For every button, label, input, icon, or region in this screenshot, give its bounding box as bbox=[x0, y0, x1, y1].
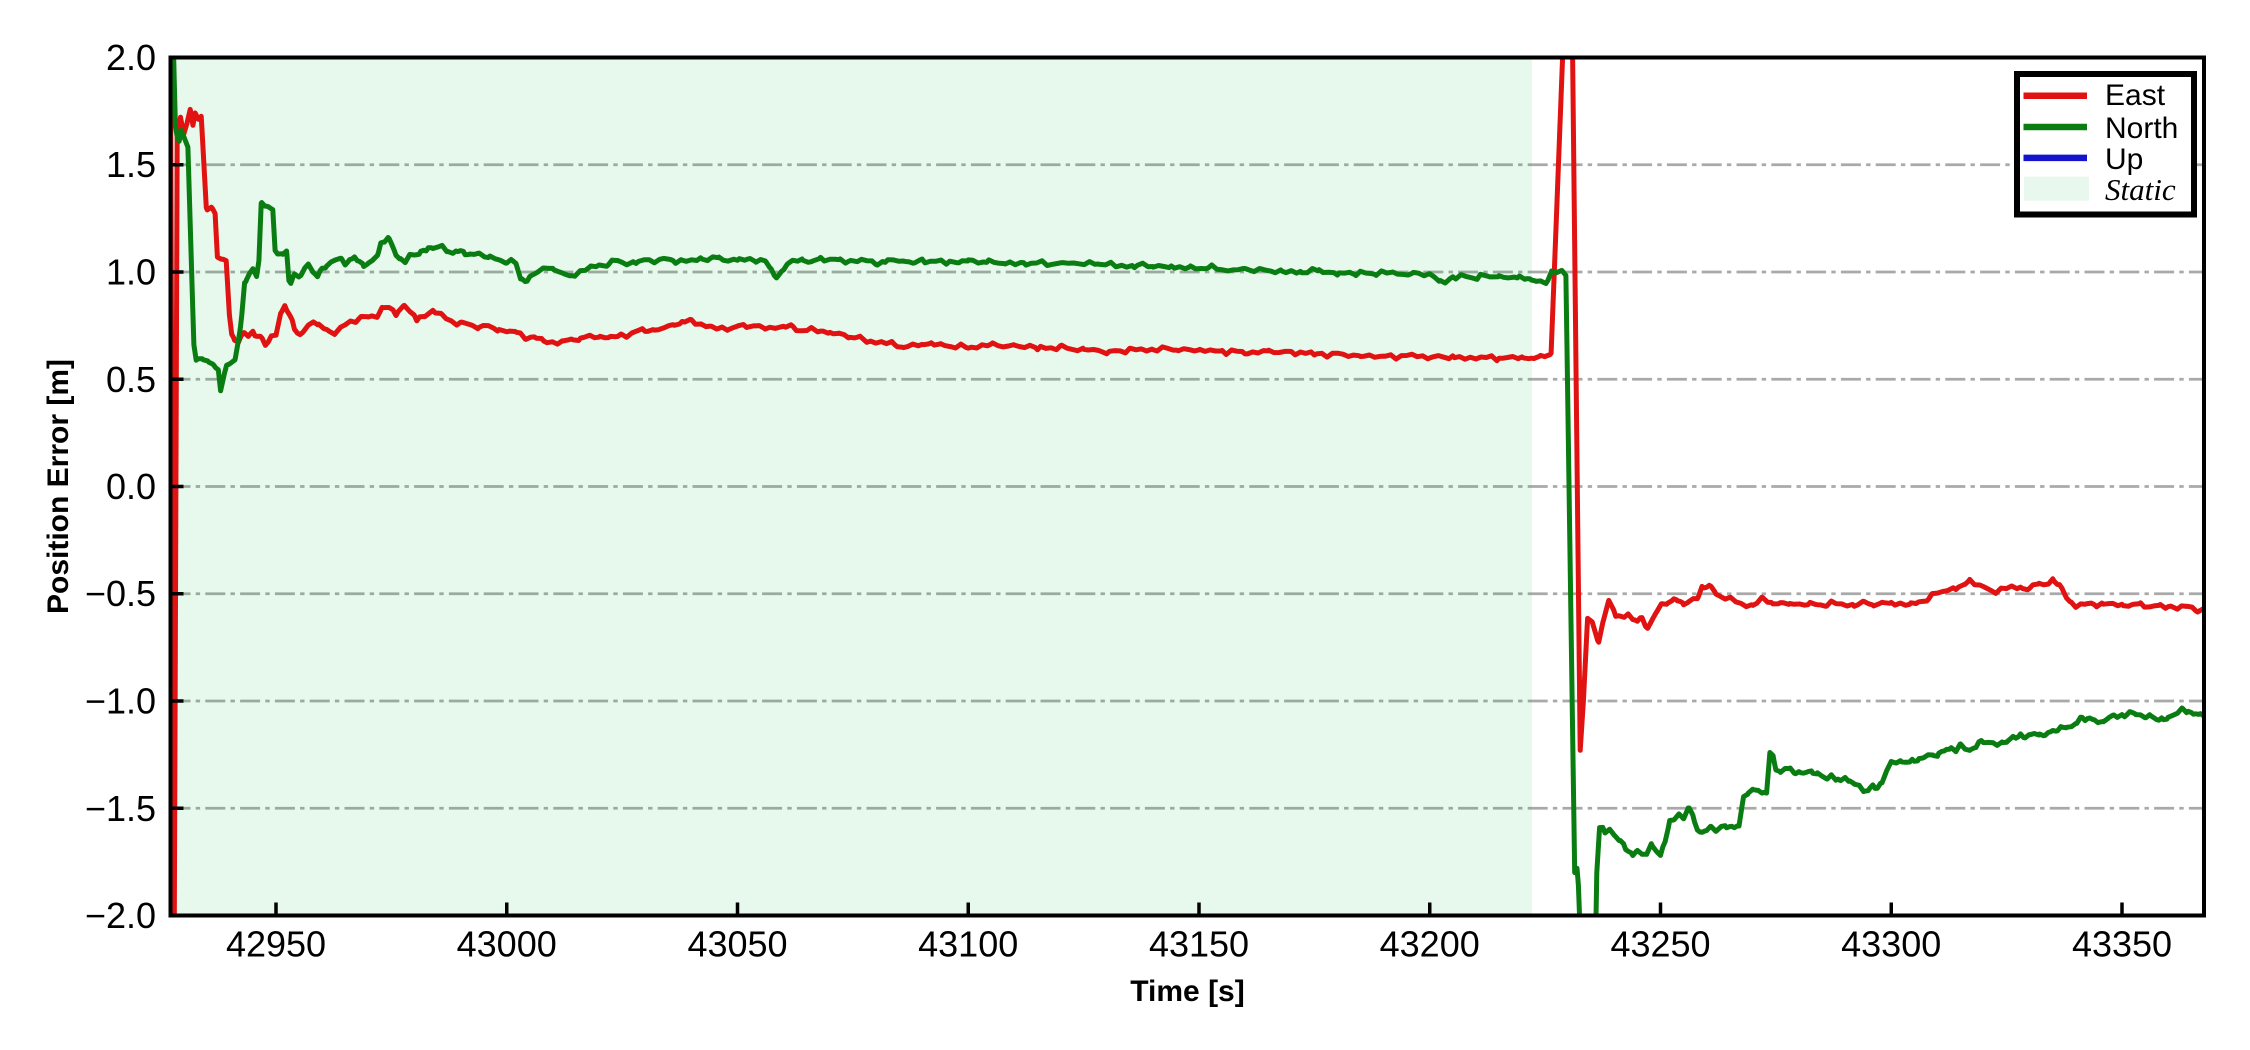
svg-text:43100: 43100 bbox=[918, 924, 1018, 965]
svg-text:43350: 43350 bbox=[2072, 924, 2172, 965]
svg-text:0.0: 0.0 bbox=[106, 466, 156, 507]
svg-text:−0.5: −0.5 bbox=[85, 573, 156, 614]
svg-text:1.0: 1.0 bbox=[106, 252, 156, 293]
svg-text:North: North bbox=[2105, 112, 2178, 145]
svg-text:43050: 43050 bbox=[687, 924, 787, 965]
svg-text:42950: 42950 bbox=[226, 924, 326, 965]
svg-text:Time [s]: Time [s] bbox=[1130, 975, 1244, 1008]
svg-text:Static: Static bbox=[2105, 172, 2176, 207]
svg-text:43250: 43250 bbox=[1610, 924, 1710, 965]
svg-text:43150: 43150 bbox=[1149, 924, 1249, 965]
svg-text:1.5: 1.5 bbox=[106, 144, 156, 185]
svg-text:43300: 43300 bbox=[1841, 924, 1941, 965]
svg-text:−1.5: −1.5 bbox=[85, 788, 156, 829]
svg-text:43200: 43200 bbox=[1380, 924, 1480, 965]
svg-text:−1.0: −1.0 bbox=[85, 681, 156, 722]
svg-text:Position Error [m]: Position Error [m] bbox=[42, 359, 75, 614]
svg-text:43000: 43000 bbox=[457, 924, 557, 965]
svg-text:2.0: 2.0 bbox=[106, 37, 156, 78]
svg-text:0.5: 0.5 bbox=[106, 359, 156, 400]
svg-text:East: East bbox=[2105, 79, 2166, 112]
svg-text:−2.0: −2.0 bbox=[85, 895, 156, 936]
svg-text:Up: Up bbox=[2105, 143, 2143, 176]
